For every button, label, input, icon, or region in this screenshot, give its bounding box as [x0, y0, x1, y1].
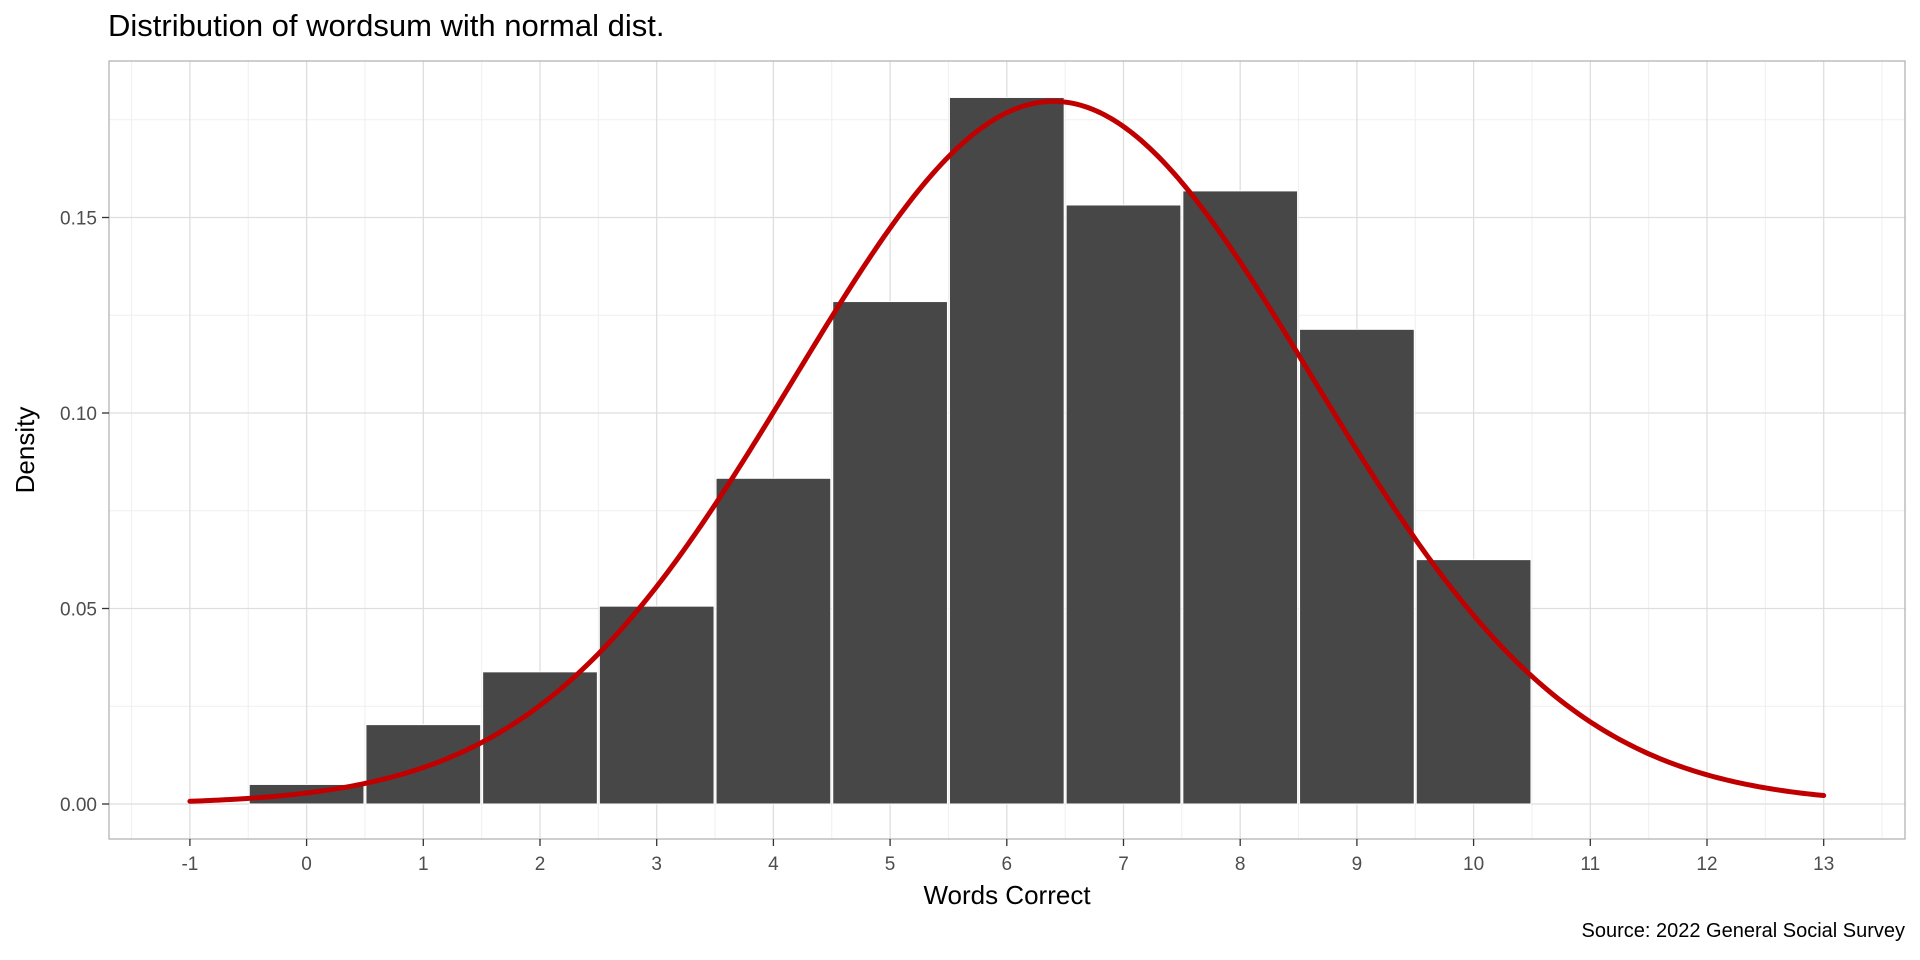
x-tick-label: 0	[301, 854, 312, 875]
histogram-bar	[832, 301, 948, 805]
x-tick-label: 10	[1463, 854, 1484, 875]
histogram-bar	[715, 477, 832, 805]
chart-caption: Source: 2022 General Social Survey	[1581, 920, 1905, 942]
histogram-bar	[1182, 190, 1299, 805]
y-axis-ticks: 0.00 0.05 0.10 0.15	[60, 209, 109, 816]
y-tick-label: 0.05	[60, 600, 97, 621]
x-tick-label: 5	[885, 854, 896, 875]
histogram-bar	[1065, 204, 1182, 805]
normal-curve-layer	[187, 98, 1827, 804]
x-axis-ticks: -1 0 1 2 3 4 5 6 7 8 9 10 11 12 13	[181, 839, 1834, 875]
histogram-bars	[248, 96, 1532, 805]
x-tick-label: 13	[1813, 854, 1834, 875]
y-tick-label: 0.00	[60, 795, 97, 816]
chart-title: Distribution of wordsum with normal dist…	[108, 8, 665, 43]
x-tick-label: 7	[1118, 854, 1129, 875]
x-tick-label: 1	[418, 854, 429, 875]
x-axis-title: Words Correct	[923, 880, 1091, 910]
x-tick-label: 9	[1352, 854, 1363, 875]
y-axis-title: Density	[10, 407, 40, 494]
normal-curve	[187, 98, 1827, 804]
histogram-bar	[365, 724, 482, 805]
x-tick-label: 3	[651, 854, 662, 875]
x-tick-label: 11	[1580, 854, 1600, 875]
x-tick-label: 8	[1235, 854, 1246, 875]
x-tick-label: -1	[181, 854, 198, 875]
histogram-bar	[482, 671, 598, 805]
histogram-bar	[1415, 559, 1532, 805]
x-tick-label: 12	[1696, 854, 1717, 875]
y-tick-label: 0.10	[60, 404, 97, 425]
y-tick-label: 0.15	[60, 209, 97, 230]
histogram-bar	[948, 96, 1065, 805]
minor-gridlines	[109, 61, 1905, 839]
x-tick-label: 2	[535, 854, 546, 875]
x-tick-label: 4	[768, 854, 779, 875]
histogram-bar	[1299, 328, 1415, 805]
histogram-bar	[598, 605, 715, 805]
x-tick-label: 6	[1002, 854, 1013, 875]
